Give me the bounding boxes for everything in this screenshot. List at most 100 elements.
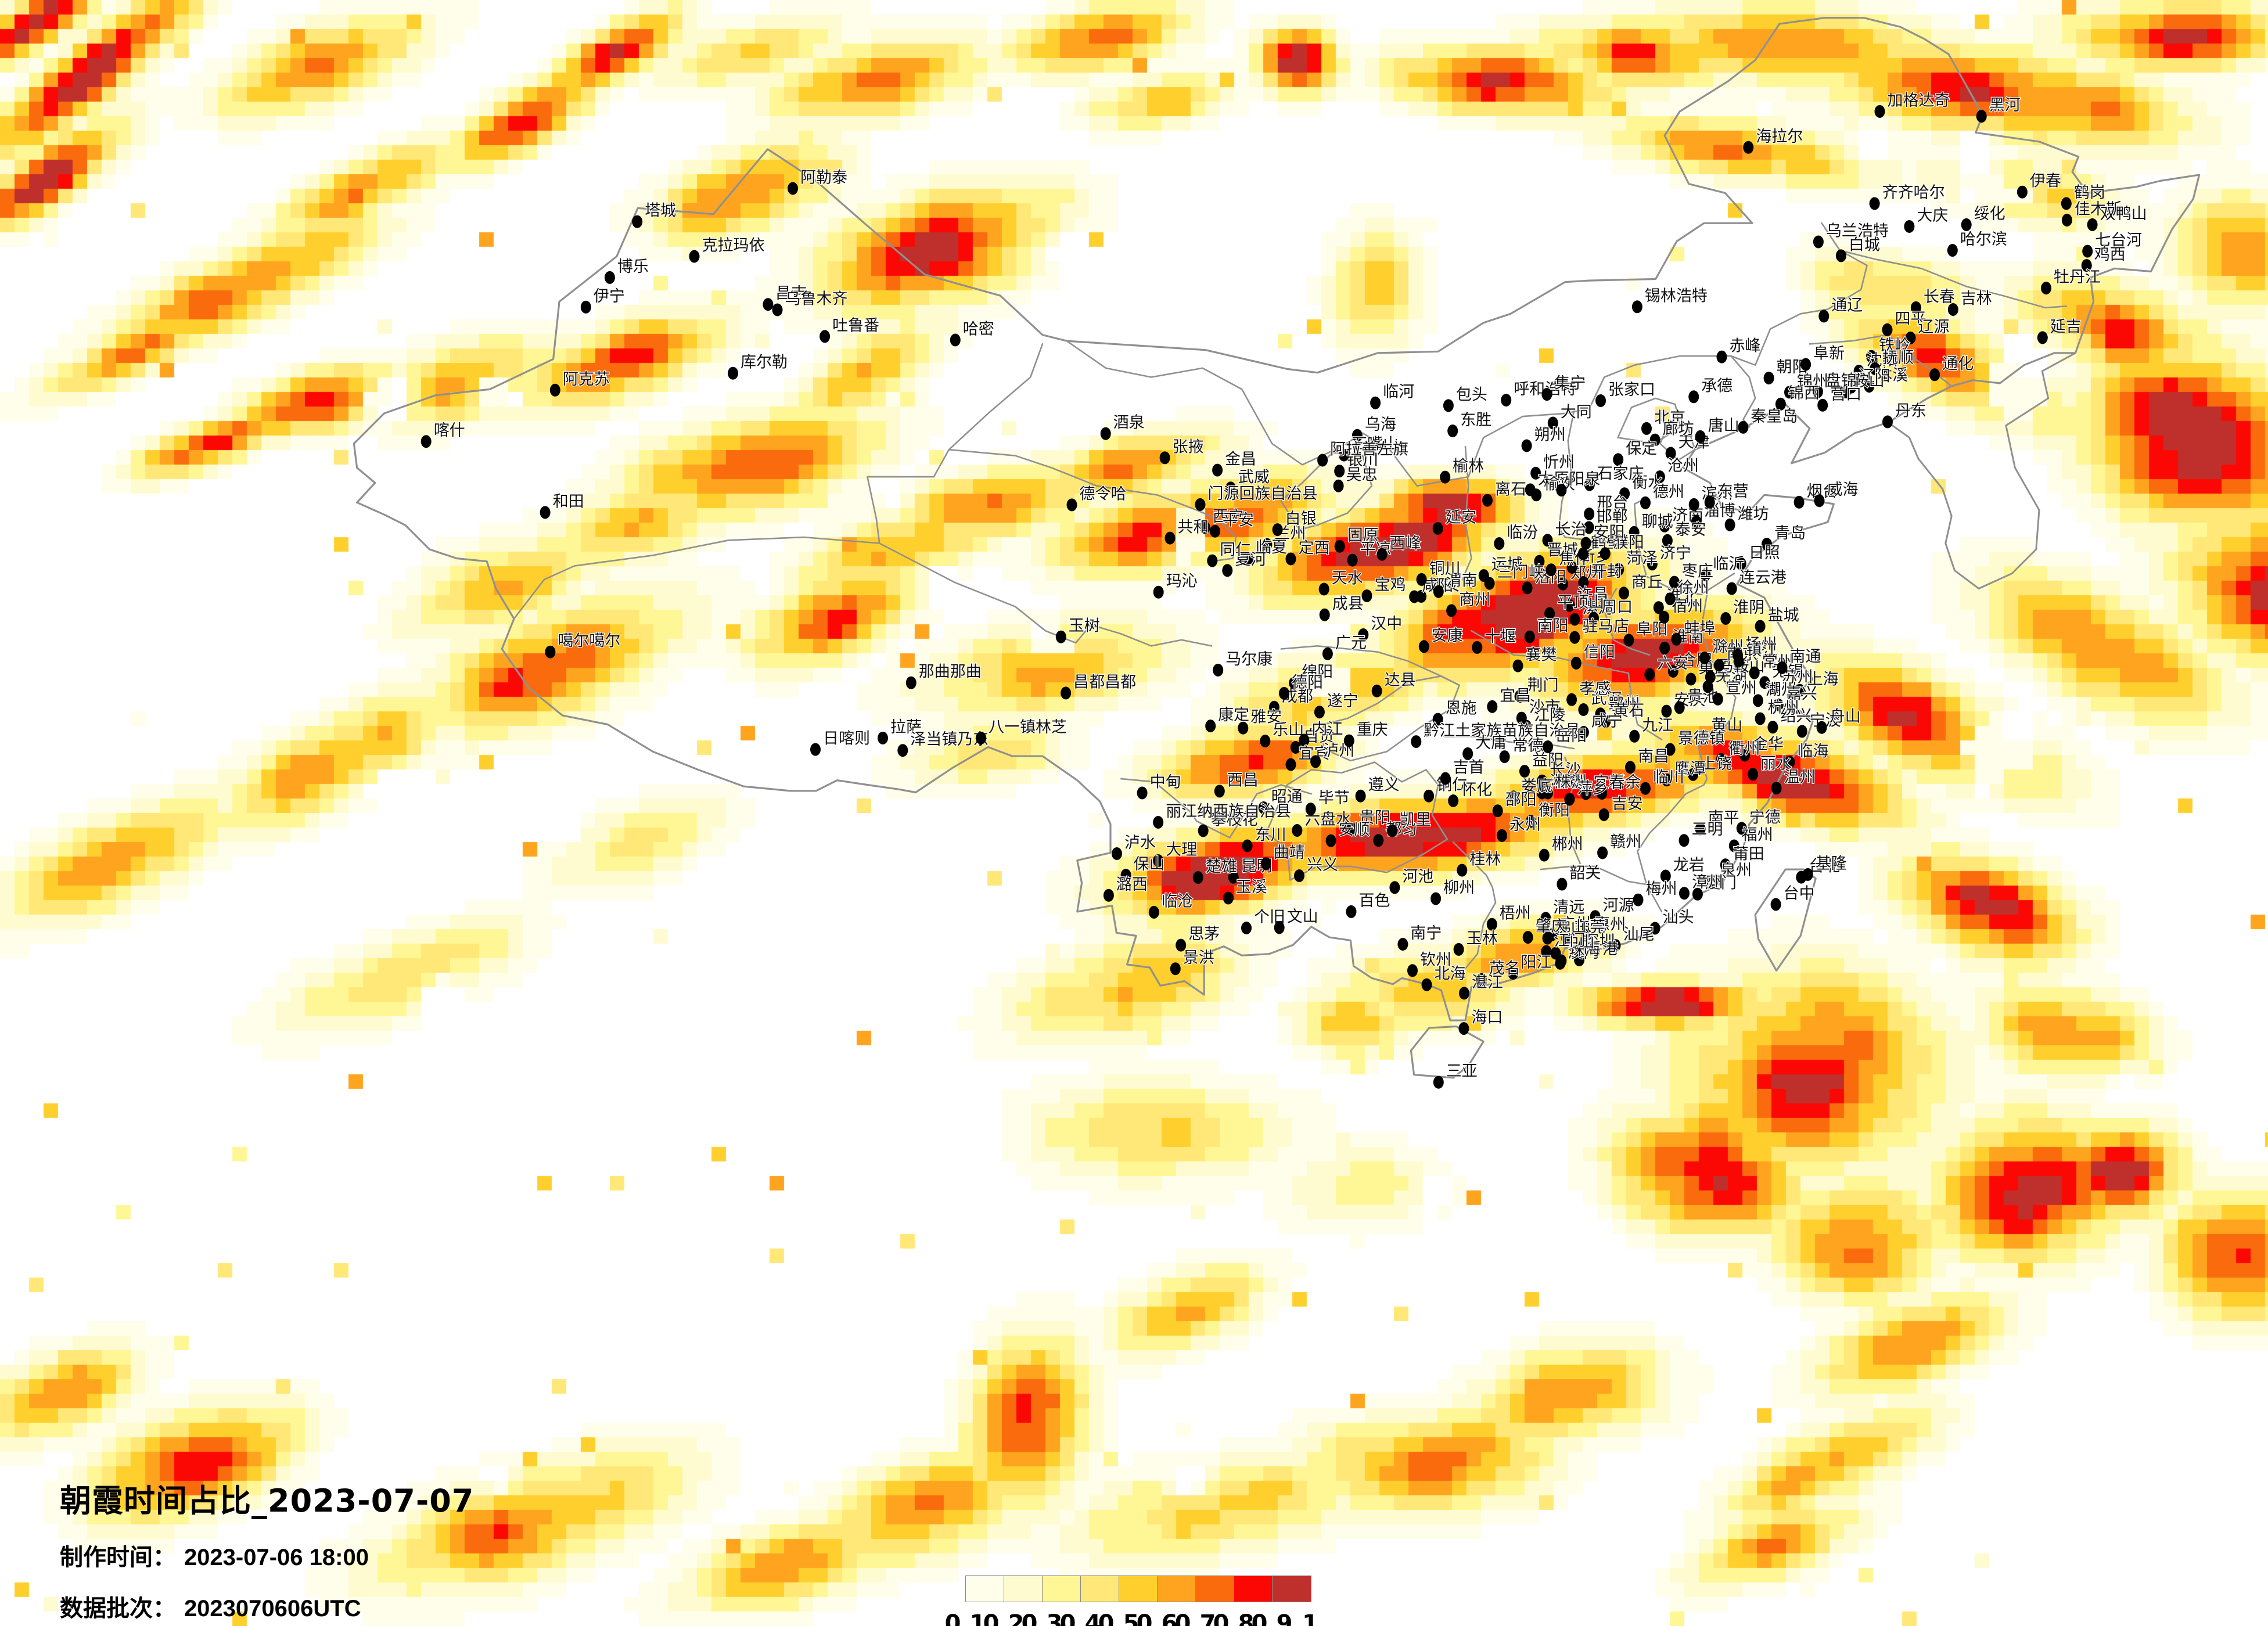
city-dot bbox=[1289, 677, 1300, 690]
city-dot bbox=[1818, 310, 1830, 323]
city-dot bbox=[810, 743, 821, 756]
city-label: 驻马店 bbox=[1582, 618, 1629, 636]
city-dot bbox=[1882, 323, 1893, 336]
city-label: 汕头 bbox=[1663, 909, 1694, 927]
city-dot bbox=[1159, 451, 1170, 465]
city-label: 兴义 bbox=[1307, 856, 1338, 874]
city-label: 台中 bbox=[1784, 884, 1815, 902]
city-label: 安康 bbox=[1432, 627, 1463, 645]
city-label: 南昌 bbox=[1638, 747, 1669, 765]
city-dot bbox=[1735, 557, 1746, 570]
city-label: 淮阴 bbox=[1733, 599, 1764, 617]
city-dot bbox=[1870, 362, 1881, 375]
city-label: 库尔勒 bbox=[741, 354, 788, 372]
data-batch-value: 2023070606UTC bbox=[184, 1596, 361, 1621]
city-label: 蚌埠 bbox=[1684, 620, 1716, 638]
city-dot bbox=[1274, 921, 1285, 934]
city-dot bbox=[2061, 197, 2072, 210]
city-label: 大庸 bbox=[1475, 734, 1507, 752]
city-dot bbox=[1522, 931, 1533, 944]
city-dot bbox=[1665, 447, 1676, 460]
city-label: 丽江纳西族自治县 bbox=[1166, 803, 1291, 821]
city-dot bbox=[1816, 721, 1827, 734]
city-dot bbox=[2081, 259, 2092, 272]
city-label: 北海 bbox=[1435, 965, 1466, 983]
city-label: 潞西 bbox=[1116, 876, 1148, 894]
city-dot bbox=[1794, 684, 1805, 697]
city-label: 菏泽 bbox=[1626, 550, 1658, 568]
city-label: 广元 bbox=[1335, 634, 1367, 652]
city-dot bbox=[1544, 607, 1555, 620]
city-label: 运城 bbox=[1491, 556, 1523, 574]
city-label: 铜川 bbox=[1429, 560, 1461, 578]
city-label: 阿拉善左旗 bbox=[1330, 441, 1408, 459]
production-time-line: 制作时间： 2023-07-06 18:00 bbox=[60, 1538, 474, 1572]
city-label: 日喀则 bbox=[823, 730, 870, 748]
city-dot bbox=[1691, 515, 1702, 528]
city-label: 平顶山 bbox=[1557, 594, 1604, 612]
city-label: 十堰 bbox=[1485, 628, 1516, 646]
city-dot bbox=[1322, 647, 1333, 660]
city-label: 毕节 bbox=[1318, 789, 1350, 807]
city-label: 塔城 bbox=[645, 202, 676, 220]
city-dot bbox=[1813, 235, 1824, 249]
city-label: 达县 bbox=[1385, 671, 1416, 689]
city-dot bbox=[2087, 218, 2098, 231]
city-dot bbox=[878, 731, 888, 744]
city-dot bbox=[1569, 631, 1580, 644]
city-label: 黔江土家族苗族自治县 bbox=[1424, 722, 1580, 740]
city-label: 青岛 bbox=[1774, 524, 1806, 542]
city-label: 唐山 bbox=[1708, 417, 1739, 435]
city-label: 泸水 bbox=[1124, 834, 1156, 852]
city-dot bbox=[1598, 808, 1609, 821]
city-label: 丹东 bbox=[1895, 402, 1926, 420]
legend-tick-0.5: 0.5 bbox=[1098, 1610, 1140, 1626]
city-label: 廊坊 bbox=[1663, 420, 1694, 438]
city-label: 鞍山 bbox=[1853, 372, 1885, 390]
city-label: 张家口 bbox=[1608, 381, 1655, 399]
city-dot bbox=[1767, 721, 1778, 734]
city-dot bbox=[1640, 496, 1651, 509]
city-dot bbox=[1752, 694, 1763, 707]
city-dot bbox=[1497, 829, 1507, 842]
boundary-line bbox=[1443, 736, 1575, 750]
city-label: 梧州 bbox=[1500, 905, 1531, 923]
city-label: 金昌 bbox=[1225, 451, 1256, 469]
city-label: 噶尔噶尔 bbox=[558, 632, 620, 650]
city-label: 贵阳 bbox=[1359, 809, 1390, 827]
city-label: 白银 bbox=[1285, 510, 1317, 528]
boundary-line bbox=[1322, 675, 1460, 762]
city-dot bbox=[1728, 839, 1739, 852]
legend-box-0.6 bbox=[1158, 1576, 1196, 1602]
city-dot bbox=[1770, 898, 1781, 911]
city-label: 淄博 bbox=[1704, 502, 1735, 520]
city-label: 黄州 bbox=[1608, 694, 1640, 712]
city-dot bbox=[1561, 931, 1572, 945]
boundary-line bbox=[1978, 352, 2076, 589]
city-dot bbox=[1112, 847, 1122, 860]
city-dot bbox=[1285, 758, 1296, 771]
city-dot bbox=[1800, 358, 1811, 371]
boundary-line bbox=[1540, 865, 1663, 913]
city-label: 昌都昌都 bbox=[1073, 673, 1136, 691]
city-dot bbox=[1671, 632, 1682, 646]
city-dot bbox=[1294, 869, 1304, 882]
city-dot bbox=[950, 333, 961, 347]
boundary-line bbox=[1659, 425, 1696, 461]
city-dot bbox=[1153, 585, 1164, 599]
city-dot bbox=[1484, 577, 1495, 590]
city-label: 玉林 bbox=[1467, 930, 1498, 948]
city-dot bbox=[1665, 592, 1676, 606]
city-label: 玛沁 bbox=[1166, 573, 1198, 591]
legend-tick-0.3: 0.3 bbox=[1021, 1610, 1063, 1626]
city-dot bbox=[1225, 481, 1236, 495]
city-dot bbox=[1508, 967, 1519, 980]
city-dot bbox=[1597, 846, 1608, 859]
city-dot bbox=[1569, 613, 1580, 626]
city-label: 攀枝花 bbox=[1211, 811, 1258, 829]
city-label: 忻州 bbox=[1543, 454, 1575, 472]
city-dot bbox=[2041, 282, 2051, 295]
city-dot bbox=[1314, 706, 1325, 719]
city-label: 临沧 bbox=[1162, 893, 1193, 911]
legend-color-scale bbox=[965, 1575, 1311, 1602]
